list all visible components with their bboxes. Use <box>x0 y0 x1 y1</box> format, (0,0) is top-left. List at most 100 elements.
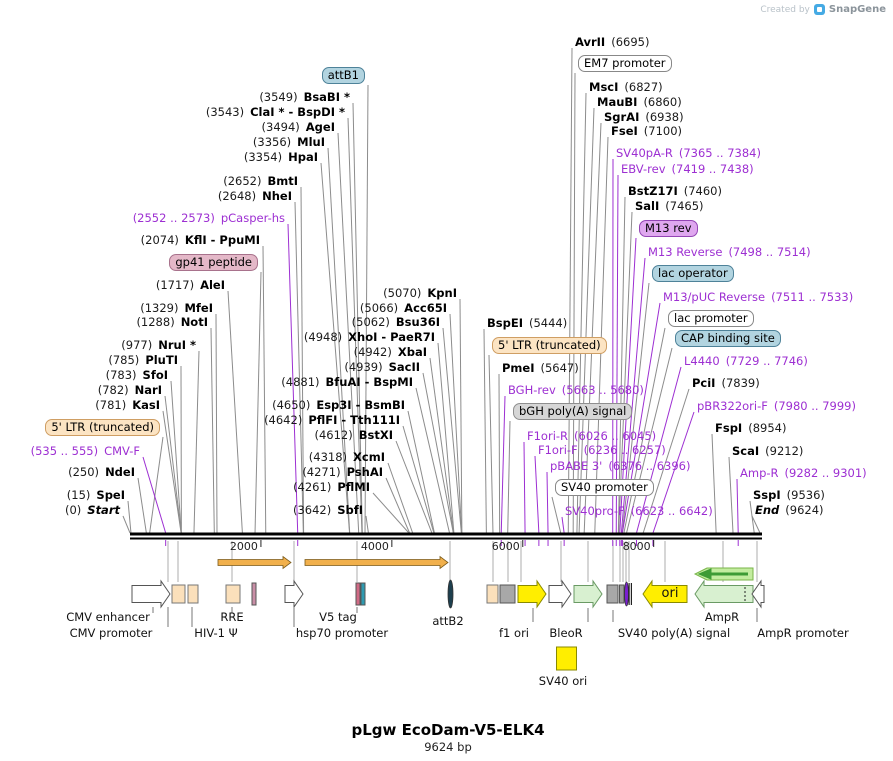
site-label-acc65i[interactable]: (5066) Acc65I <box>360 301 447 315</box>
feature-badge-5-ltr-truncated[interactable]: 5' LTR (truncated) <box>45 419 160 436</box>
feature-label-v5-tag[interactable]: V5 tag <box>319 610 357 624</box>
hiv1-psi-box-2[interactable] <box>187 584 199 604</box>
feature-badge-sv40-promoter[interactable]: SV40 promoter <box>555 479 654 496</box>
v5-tag-marker-2[interactable] <box>360 582 366 606</box>
site-label-msci[interactable]: MscI (6827) <box>589 80 663 94</box>
site-label-xhoi-paer7i[interactable]: (4948) XhoI - PaeR7I <box>304 330 435 344</box>
site-label-pshai[interactable]: (4271) PshAI <box>302 465 383 479</box>
site-label-bmti[interactable]: (2652) BmtI <box>223 174 298 188</box>
hiv1-psi-box-1[interactable] <box>171 584 186 604</box>
feature-label-f1-ori[interactable]: f1 ori <box>499 626 529 640</box>
site-label-pflfi-tth111i[interactable]: (4642) PflFI - Tth111I <box>264 413 400 427</box>
site-label-noti[interactable]: (1288) NotI <box>136 315 208 329</box>
f1-ori-arrow[interactable] <box>517 579 547 609</box>
feature-label-ori[interactable]: ori <box>661 586 679 601</box>
site-label-scai[interactable]: ScaI (9212) <box>732 444 803 458</box>
sv40-promoter-arrow[interactable] <box>548 579 572 609</box>
primer-label-m13-reverse[interactable]: M13 Reverse (7498 .. 7514) <box>648 245 811 259</box>
feature-label-ampr-promoter[interactable]: AmpR promoter <box>757 626 849 640</box>
site-label-pcii[interactable]: PciI (7839) <box>692 376 760 390</box>
feature-label-bleor[interactable]: BleoR <box>549 626 583 640</box>
5-ltr-truncated-box[interactable] <box>486 584 499 604</box>
feature-label-ampr[interactable]: AmpR <box>704 610 740 624</box>
feature-badge-gp41-peptide[interactable]: gp41 peptide <box>169 254 258 271</box>
site-label-bsabi[interactable]: (3549) BsaBI * <box>259 90 350 104</box>
ampr-promoter-arrow[interactable] <box>751 579 765 609</box>
rre-box[interactable] <box>225 584 241 604</box>
site-label-nrui[interactable]: (977) NruI * <box>121 338 196 352</box>
feature-badge-5-ltr-truncated[interactable]: 5' LTR (truncated) <box>492 337 607 354</box>
sv40-ori-box[interactable] <box>556 646 577 671</box>
feature-label-sv40-poly-a-signal[interactable]: SV40 poly(A) signal <box>617 626 731 640</box>
orf-arrow-2[interactable] <box>304 555 449 570</box>
site-label-avrii[interactable]: AvrII (6695) <box>575 35 649 49</box>
site-label-bspei[interactable]: BspEI (5444) <box>487 316 567 330</box>
site-label-xcmi[interactable]: (4318) XcmI <box>309 450 385 464</box>
primer-label-pbr322ori-f[interactable]: pBR322ori-F (7980 .. 7999) <box>697 399 856 413</box>
site-label-sfoi[interactable]: (783) SfoI <box>106 368 168 382</box>
site-label-clai-bspdi[interactable]: (3543) ClaI * - BspDI * <box>206 105 345 119</box>
primer-label-amp-r[interactable]: Amp-R (9282 .. 9301) <box>740 466 867 480</box>
attb2-marker[interactable] <box>447 579 454 609</box>
site-label-nari[interactable]: (782) NarI <box>98 383 162 397</box>
site-label-kpni[interactable]: (5070) KpnI <box>383 286 457 300</box>
site-label-start[interactable]: (0) Start <box>65 503 120 517</box>
site-label-kfli-ppumi[interactable]: (2074) KflI - PpuMI <box>141 233 260 247</box>
primer-label-m13-puc-reverse[interactable]: M13/pUC Reverse (7511 .. 7533) <box>663 290 853 304</box>
site-label-pluti[interactable]: (785) PluTI <box>108 353 178 367</box>
site-label-kasi[interactable]: (781) KasI <box>95 398 160 412</box>
primer-label-sv40pa-r[interactable]: SV40pA-R (7365 .. 7384) <box>616 146 761 160</box>
site-label-fspi[interactable]: FspI (8954) <box>715 421 786 435</box>
feature-label-attb2[interactable]: attB2 <box>432 614 464 628</box>
site-label-pmei[interactable]: PmeI (5647) <box>502 361 579 375</box>
site-label-nhei[interactable]: (2648) NheI <box>218 189 292 203</box>
feature-badge-m13-rev[interactable]: M13 rev <box>639 220 698 237</box>
site-label-bstz17i[interactable]: BstZ17I (7460) <box>628 184 722 198</box>
site-label-bfuai-bspmi[interactable]: (4881) BfuAI - BspMI <box>281 375 413 389</box>
site-label-esp3i-bsmbi[interactable]: (4650) Esp3I - BsmBI <box>272 398 405 412</box>
site-label-pflmi[interactable]: (4261) PflMI <box>293 480 370 494</box>
site-label-sspi[interactable]: SspI (9536) <box>753 488 825 502</box>
primer-label-sv40pro-f[interactable]: SV40pro-F (6623 .. 6642) <box>565 504 713 518</box>
site-label-sbfi[interactable]: (3642) SbfI <box>293 503 363 517</box>
site-label-hpai[interactable]: (3354) HpaI <box>244 150 318 164</box>
site-label-mlui[interactable]: (3356) MluI <box>253 135 325 149</box>
feature-badge-lac-promoter[interactable]: lac promoter <box>668 310 754 327</box>
primer-label-pcasper-hs[interactable]: (2552 .. 2573) pCasper-hs <box>133 211 285 225</box>
orf-arrow-1[interactable] <box>217 555 292 570</box>
site-label-maubi[interactable]: MauBI (6860) <box>597 95 682 109</box>
feature-badge-lac-operator[interactable]: lac operator <box>652 265 734 282</box>
sv40-polya-box[interactable] <box>606 584 619 604</box>
site-label-mfei[interactable]: (1329) MfeI <box>140 301 213 315</box>
site-label-spei[interactable]: (15) SpeI <box>67 488 125 502</box>
site-label-sacii[interactable]: (4939) SacII <box>344 360 420 374</box>
site-label-agei[interactable]: (3494) AgeI <box>262 120 335 134</box>
lac-cluster-box[interactable] <box>619 584 625 604</box>
ampr-arrow[interactable] <box>694 579 754 609</box>
feature-badge-em7-promoter[interactable]: EM7 promoter <box>578 55 672 72</box>
bleor-arrow[interactable] <box>573 579 603 609</box>
feature-badge-cap-binding-site[interactable]: CAP binding site <box>675 330 781 347</box>
hsp70-promoter-arrow[interactable] <box>284 579 304 609</box>
site-label-bsu36i[interactable]: (5062) Bsu36I <box>352 315 440 329</box>
m13-rev-marker[interactable] <box>624 581 629 607</box>
gp41-peptide-marker[interactable] <box>251 582 257 606</box>
primer-label-l4440[interactable]: L4440 (7729 .. 7746) <box>684 354 808 368</box>
primer-label-f1ori-f[interactable]: F1ori-F (6236 .. 6257) <box>538 443 666 457</box>
site-label-fsei[interactable]: FseI (7100) <box>611 124 682 138</box>
feature-label-cmv-promoter[interactable]: CMV promoter <box>69 626 153 640</box>
bgh-polya-box[interactable] <box>499 584 516 604</box>
primer-label-ebv-rev[interactable]: EBV-rev (7419 .. 7438) <box>621 162 754 176</box>
feature-label-hsp70-promoter[interactable]: hsp70 promoter <box>295 626 389 640</box>
site-label-sgrai[interactable]: SgrAI (6938) <box>604 110 684 124</box>
feature-label-hiv-1[interactable]: HIV-1 Ψ <box>194 626 238 640</box>
site-label-sali[interactable]: SalI (7465) <box>635 199 704 213</box>
primer-label-f1ori-r[interactable]: F1ori-R (6026 .. 6045) <box>527 429 656 443</box>
v5-tag-marker[interactable] <box>355 582 361 606</box>
ori-arrow[interactable] <box>642 579 688 609</box>
primer-label-pbabe-3[interactable]: pBABE 3' (6376 .. 6396) <box>550 459 691 473</box>
feature-label-sv40-ori[interactable]: SV40 ori <box>538 674 588 688</box>
feature-label-rre[interactable]: RRE <box>220 610 244 624</box>
primer-label-bgh-rev[interactable]: BGH-rev (5663 .. 5680) <box>508 383 644 397</box>
site-label-ndei[interactable]: (250) NdeI <box>68 465 135 479</box>
